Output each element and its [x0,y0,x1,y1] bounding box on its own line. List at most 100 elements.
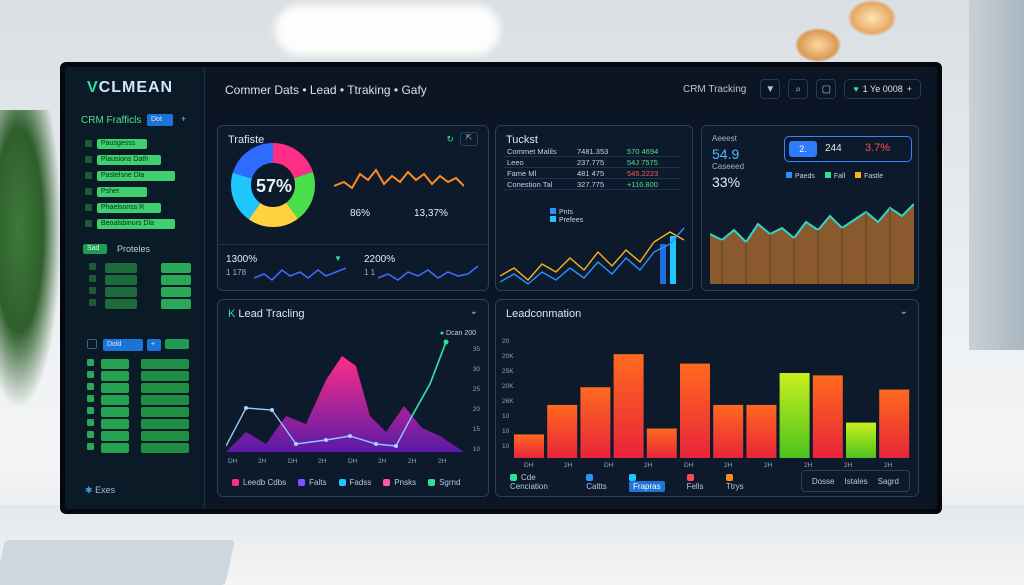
sidebar-item[interactable] [141,371,189,381]
chevron-down-icon[interactable]: ⌄ [469,306,478,317]
toggle-option[interactable]: 2. [789,141,817,157]
tickets-table: Commet Malils 7481.353 570 4694 Leeo 237… [504,146,680,190]
plus-icon[interactable]: + [181,114,187,124]
bar [713,404,744,458]
legend-item[interactable]: Istales [844,476,868,486]
sidebar-item[interactable]: Pshet [97,187,147,197]
sidebar-item[interactable] [161,299,191,309]
sidebar-item[interactable] [101,407,129,417]
toggle-option[interactable]: 3.7% [865,142,891,154]
x-tick-label: 2H [438,458,447,465]
table-cell: 327.775 [577,180,605,189]
table-cell: Leeo [507,158,524,167]
sidebar-item[interactable] [141,407,189,417]
sidebar-item[interactable] [101,359,129,369]
sidebar-add-button[interactable]: + [147,339,161,351]
legend-item[interactable]: Pnsks [383,478,416,487]
document-icon[interactable]: ▢ [816,79,837,99]
sidebar-item-icon [89,275,96,282]
sidebar-footer[interactable]: ✱ Exes [85,485,116,495]
x-tick-label: DH [348,458,358,465]
sidebar-item[interactable] [141,383,189,393]
app-logo: VCLMEAN [87,79,174,96]
sidebar-item[interactable] [101,383,129,393]
table-cell: 570 4694 [627,147,659,156]
y-tick-label: 26K [502,398,514,405]
sidebar-item[interactable]: Plausions Dath [97,155,161,165]
legend-item[interactable]: Cde Cenciation [510,473,548,491]
legend-item[interactable]: Caltts [586,473,617,491]
sidebar-item[interactable] [161,263,191,273]
legend-item[interactable]: Sgrnd [428,478,460,487]
sidebar-item-icon [89,287,96,294]
sidebar-item[interactable] [101,371,129,381]
expand-icon[interactable]: ⇱ [460,132,478,146]
sidebar-section-button[interactable]: Dot [147,114,173,126]
sidebar-item[interactable]: Beoalsbinurs Dla [97,219,175,229]
sidebar-item[interactable] [105,299,137,309]
sidebar-action-button[interactable]: Dold [103,339,143,351]
sidebar-item[interactable] [141,395,189,405]
legend-item[interactable]: Ttrys [725,473,754,491]
sidebar-item[interactable] [105,275,137,285]
sidebar-item-icon [85,188,92,195]
sidebar-item[interactable] [141,419,189,429]
toggle-option[interactable]: 244 [825,143,842,154]
sidebar-item[interactable] [161,287,191,297]
legend-item[interactable]: Sagrd [877,476,899,486]
chevron-down-icon[interactable]: ⌄ [899,306,908,317]
legend-item[interactable]: Dosse [811,476,835,486]
legend-item[interactable]: Frapras [629,473,675,492]
y-tick-label: 20 [502,338,510,345]
sidebar-item[interactable] [161,275,191,285]
sidebar-item[interactable] [105,263,137,273]
table-cell: 481 475 [577,169,605,178]
heart-icon: ▼ [334,254,342,263]
sidebar-item[interactable] [141,359,189,369]
search-icon[interactable]: ⌕ [788,79,809,99]
legend-item[interactable]: Fells [686,473,714,491]
sidebar-item-icon [87,443,94,450]
sidebar-item[interactable] [105,287,137,297]
sidebar-item[interactable] [101,395,129,405]
sparkline-chart [334,168,464,190]
sidebar-item[interactable] [141,431,189,441]
card-title: Tuckst [506,134,538,146]
sidebar-tag-button[interactable]: Sad [83,244,107,254]
table-cell: Fame Ml [507,169,537,178]
sidebar-section-title: Proteles [117,244,151,254]
sidebar-item[interactable]: Pastelsne Dla [97,171,175,181]
sidebar-item[interactable] [101,443,129,453]
card-title: Leadconmation [506,308,582,320]
table-cell: 7481.353 [577,147,609,156]
search-icon[interactable] [87,339,97,349]
sidebar-item[interactable]: Phaelsonss R [97,203,161,213]
sidebar-item[interactable] [101,419,129,429]
table-row[interactable]: Conestion Tal 327.775 +116.800 [504,179,680,190]
table-row[interactable]: Fame Ml 481 475 545.2223 [504,168,680,179]
stat-value: 13,37% [414,208,448,219]
summary-toggle[interactable]: 2. 244 3.7% [784,136,912,162]
area-chart [710,203,914,284]
summary-big: 54.9 [712,146,740,162]
table-row[interactable]: Commet Malils 7481.353 570 4694 [504,146,680,157]
plant [0,110,62,410]
chart-legend: Paeds Fall Fastle [786,172,883,180]
refresh-icon[interactable]: ↻ [446,134,454,144]
pendant-lamp [848,0,896,36]
legend-item[interactable]: Falts [298,478,327,487]
sidebar-item-icon [89,263,96,270]
filter-icon[interactable]: ▼ [760,79,781,99]
sidebar-item[interactable] [141,443,189,453]
sidebar-item[interactable]: Pausgesss Dal [97,139,147,157]
legend-item[interactable]: Fadss [338,478,371,487]
user-menu[interactable]: ♥ 1 Ye 0008 + [844,79,921,99]
legend-item[interactable]: Leedb Cdbs [232,478,286,487]
sidebar-item-icon [87,419,94,426]
table-row[interactable]: Leeo 237.775 54J 7575 [504,157,680,168]
sidebar-item-icon [85,140,92,147]
sidebar-toggle[interactable] [165,339,189,349]
x-tick-label: 2H [764,462,773,469]
sidebar-item-icon [87,395,94,402]
sidebar-item[interactable] [101,431,129,441]
